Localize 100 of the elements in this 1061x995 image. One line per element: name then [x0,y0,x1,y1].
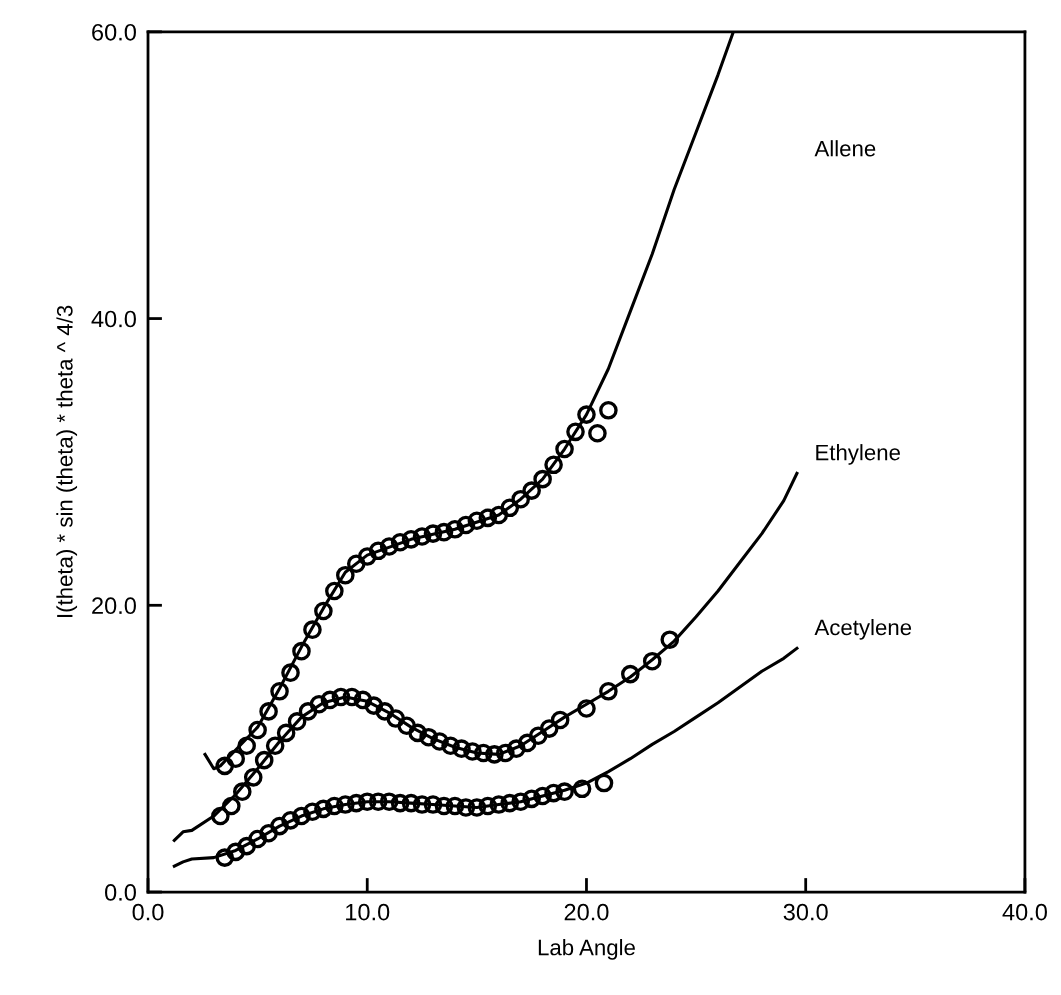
point [346,793,366,813]
x-tick-label: 40.0 [1002,903,1047,921]
point [456,515,476,535]
point [478,796,498,816]
point [390,532,410,552]
point [237,736,256,756]
point [314,799,333,819]
point [522,481,541,500]
point [408,723,427,743]
y-axis-title: I(theta) * sin (theta) * theta ^ 4/3 [56,305,78,618]
series-label: Ethylene [816,444,900,465]
point [496,743,515,763]
point [507,739,526,758]
y-tick-label: 40.0 [91,310,136,328]
point [550,710,570,730]
point [375,702,395,721]
point [478,508,498,528]
point [331,687,351,707]
point [401,793,421,813]
point [434,796,454,816]
point [265,736,285,756]
point [368,541,388,561]
point [314,601,333,621]
x-tick-label: 10.0 [346,903,390,921]
point [276,723,296,743]
point [419,727,438,747]
point [342,687,362,707]
point [511,489,531,509]
point [539,719,559,738]
point [303,802,322,822]
point [211,806,230,826]
point [500,793,520,813]
point [386,709,406,728]
x-axis-title: Lab Angle [538,939,635,960]
point [292,641,311,661]
line-series [172,646,799,868]
point [254,750,274,770]
text: Allene [814,140,876,157]
point [390,793,410,813]
point [379,792,399,812]
point [544,783,563,803]
point [511,792,531,812]
point [379,537,399,556]
point [528,726,548,746]
x-tick-label: 20.0 [564,903,609,921]
point [430,732,449,751]
point [489,505,509,525]
point [642,651,662,671]
point [237,836,256,856]
point [555,439,574,459]
point [467,511,487,531]
point [298,702,318,721]
point [485,745,504,764]
point [368,792,388,812]
point [248,829,267,849]
point [222,796,241,816]
point [555,782,574,801]
point [357,792,377,812]
x-tick-label: 0.0 [132,903,164,921]
point [452,739,471,758]
point [232,782,252,801]
point [364,696,384,715]
point [533,786,552,806]
point [463,742,482,761]
point [412,795,432,814]
point [522,789,541,809]
point [456,798,476,817]
point [281,663,300,682]
point [259,823,278,843]
point [243,768,263,787]
point [441,736,460,756]
point [336,565,355,585]
point [544,455,563,475]
point [500,498,520,518]
point [566,422,585,442]
point [445,796,465,816]
point [353,690,373,710]
point [621,664,640,684]
point [281,811,300,830]
point [325,796,344,816]
x-tick-label: 30.0 [783,903,828,921]
y-tick-label: 20.0 [92,597,136,615]
point [577,405,596,424]
point [325,581,344,601]
point [357,547,377,566]
point [303,620,322,639]
point [660,630,680,650]
point [489,795,509,814]
point [287,712,307,731]
point [434,522,454,542]
point [215,848,235,867]
point [474,743,493,763]
point [292,806,311,826]
point [320,690,340,710]
point [270,816,289,836]
point [594,773,614,793]
point [346,554,366,574]
point [423,795,443,814]
y-tick-label: 0.0 [105,884,136,901]
point [309,694,329,714]
